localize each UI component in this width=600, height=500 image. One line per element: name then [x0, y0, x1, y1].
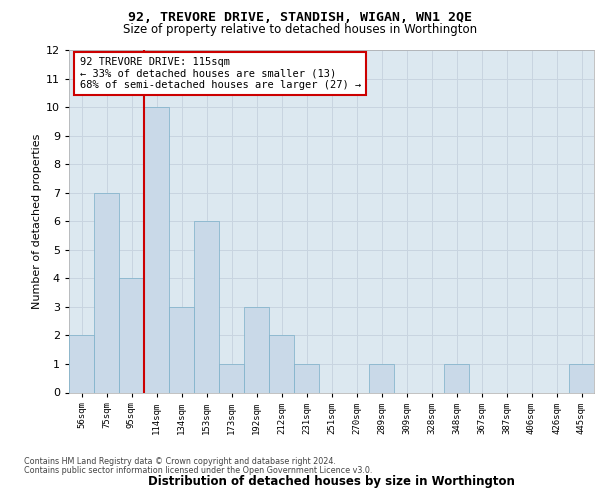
Bar — [69, 336, 94, 392]
Text: 92, TREVORE DRIVE, STANDISH, WIGAN, WN1 2QE: 92, TREVORE DRIVE, STANDISH, WIGAN, WN1 … — [128, 11, 472, 24]
Bar — [94, 192, 119, 392]
Bar — [144, 107, 169, 393]
Text: Contains public sector information licensed under the Open Government Licence v3: Contains public sector information licen… — [24, 466, 373, 475]
Bar — [244, 307, 269, 392]
Bar — [444, 364, 469, 392]
Bar — [269, 336, 294, 392]
Text: Size of property relative to detached houses in Worthington: Size of property relative to detached ho… — [123, 22, 477, 36]
Bar — [169, 307, 194, 392]
Bar — [569, 364, 594, 392]
Text: Contains HM Land Registry data © Crown copyright and database right 2024.: Contains HM Land Registry data © Crown c… — [24, 457, 336, 466]
Bar — [194, 221, 219, 392]
Bar — [294, 364, 319, 392]
Bar — [369, 364, 394, 392]
Text: 92 TREVORE DRIVE: 115sqm
← 33% of detached houses are smaller (13)
68% of semi-d: 92 TREVORE DRIVE: 115sqm ← 33% of detach… — [79, 57, 361, 90]
Y-axis label: Number of detached properties: Number of detached properties — [32, 134, 41, 309]
Bar — [119, 278, 144, 392]
X-axis label: Distribution of detached houses by size in Worthington: Distribution of detached houses by size … — [148, 476, 515, 488]
Bar — [219, 364, 244, 392]
